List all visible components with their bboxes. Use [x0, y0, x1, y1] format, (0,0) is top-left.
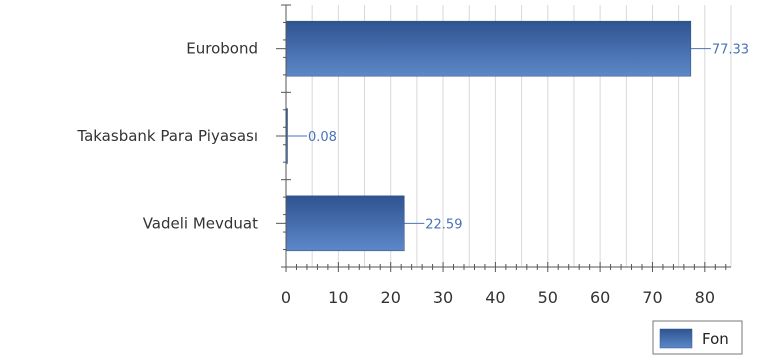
x-tick-label: 0 [281, 288, 291, 307]
legend-label: Fon [702, 330, 729, 348]
labels: Eurobond 77.33 Takasbank Para Piyasası 0.08… [76, 40, 749, 307]
bar [285, 195, 405, 252]
legend-swatch [659, 328, 693, 349]
x-tick-label: 70 [642, 288, 662, 307]
x-tick-label: 40 [485, 288, 505, 307]
x-tick-label: 60 [590, 288, 610, 307]
x-tick-label: 10 [328, 288, 348, 307]
axes [276, 4, 731, 272]
category-label: Eurobond [186, 40, 258, 58]
data-label: 22.59 [425, 217, 462, 232]
x-tick-label: 20 [381, 288, 401, 307]
bar [285, 20, 692, 77]
legend: Fon [652, 320, 743, 355]
category-label: Takasbank Para Piyasası [76, 127, 258, 145]
x-tick-label: 80 [695, 288, 715, 307]
data-label: 77.33 [712, 43, 749, 58]
bars [285, 20, 692, 252]
x-tick-label: 50 [538, 288, 558, 307]
x-tick-label: 30 [433, 288, 453, 307]
category-label: Vadeli Mevduat [143, 214, 258, 232]
data-label: 0.08 [308, 130, 337, 145]
